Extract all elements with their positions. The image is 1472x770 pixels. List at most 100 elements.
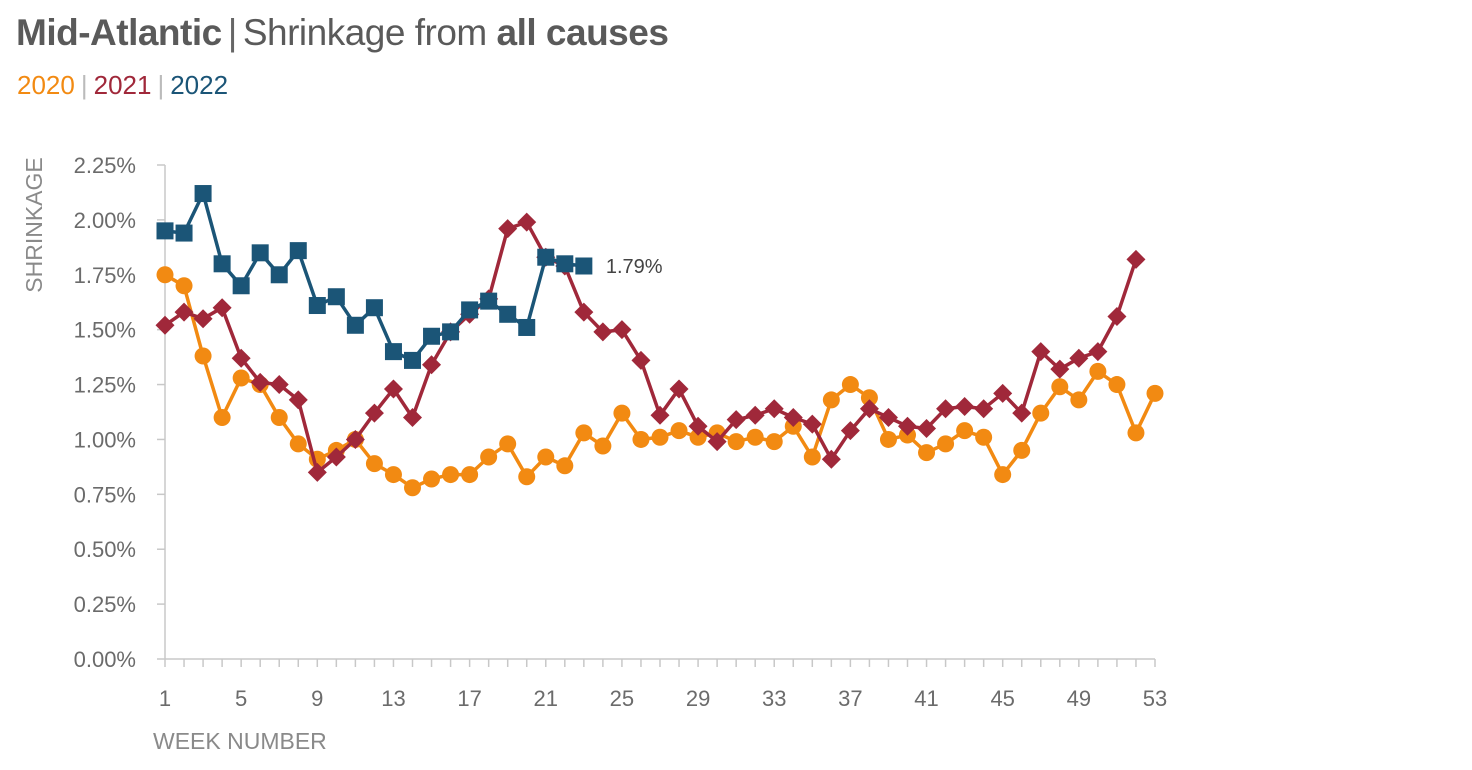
data-point	[937, 435, 955, 453]
title-region: Mid-Atlantic	[16, 12, 222, 53]
legend: 2020 | 2021 | 2022	[17, 70, 228, 101]
x-tick-label: 17	[457, 686, 481, 711]
x-tick-label: 33	[762, 686, 786, 711]
data-point	[383, 379, 403, 399]
data-point	[231, 348, 251, 368]
data-point	[651, 428, 669, 446]
data-point	[232, 277, 250, 295]
title-emphasis: all causes	[496, 12, 669, 53]
data-point	[289, 242, 307, 260]
data-point	[423, 327, 441, 345]
legend-2022: 2022	[170, 70, 229, 100]
data-point	[1051, 378, 1069, 396]
series-layer: 1.79%	[155, 185, 1164, 497]
data-point	[1032, 404, 1050, 422]
data-point	[517, 212, 537, 232]
data-point	[307, 462, 327, 482]
data-point	[593, 322, 613, 342]
data-point	[194, 185, 212, 203]
data-point	[1012, 403, 1032, 423]
data-point	[537, 248, 555, 266]
data-point	[994, 466, 1012, 484]
data-point	[632, 430, 650, 448]
data-point	[174, 302, 194, 322]
x-tick-label: 49	[1067, 686, 1091, 711]
data-point	[480, 292, 498, 310]
data-point	[345, 429, 365, 449]
data-point	[650, 405, 670, 425]
data-point	[860, 389, 878, 407]
y-tick-label: 1.75%	[74, 263, 136, 288]
data-point	[669, 379, 689, 399]
data-point	[461, 466, 479, 484]
data-point	[670, 422, 688, 440]
series-2020	[156, 266, 1164, 497]
data-point	[575, 257, 593, 275]
x-tick-label: 29	[686, 686, 710, 711]
data-point	[213, 255, 231, 273]
data-point	[175, 224, 193, 242]
x-tick-label: 21	[534, 686, 558, 711]
axes: 0.00% 0.25% 0.50% 0.75% 1.00% 1.25% 1.50% 1.75%…	[74, 153, 1168, 711]
legend-separator-1: |	[80, 70, 88, 100]
y-tick-label: 1.00%	[74, 427, 136, 452]
data-point	[404, 479, 421, 497]
legend-separator-2: |	[157, 70, 165, 100]
data-point	[480, 448, 498, 466]
data-point	[821, 449, 841, 469]
data-point	[1089, 362, 1107, 380]
data-point	[689, 428, 707, 446]
y-axis-label: SHRINKAGE	[21, 157, 47, 292]
data-point	[556, 457, 574, 475]
data-point	[404, 351, 421, 369]
data-point	[308, 297, 326, 315]
data-point	[727, 433, 745, 451]
data-point	[840, 421, 860, 441]
data-point	[175, 277, 193, 295]
x-tick-label: 13	[381, 686, 405, 711]
data-point	[783, 407, 803, 427]
data-point	[403, 407, 422, 427]
data-point	[384, 343, 402, 361]
x-tick-label: 53	[1143, 686, 1167, 711]
data-point	[822, 391, 840, 409]
data-point	[269, 375, 289, 395]
data-point	[993, 383, 1013, 403]
y-tick-label: 0.00%	[74, 647, 136, 672]
data-point	[518, 318, 536, 336]
x-tick-label: 37	[838, 686, 862, 711]
data-point	[974, 399, 994, 419]
data-point	[726, 410, 746, 430]
data-point	[1070, 391, 1088, 409]
data-point	[270, 408, 288, 426]
data-point	[442, 323, 460, 341]
data-point	[193, 309, 213, 329]
y-tick-label: 0.50%	[74, 537, 136, 562]
data-point	[422, 355, 442, 375]
data-point	[574, 302, 594, 322]
data-point	[250, 372, 270, 392]
data-point	[1050, 359, 1070, 379]
legend-2020: 2020	[17, 70, 75, 100]
data-point	[1031, 342, 1051, 362]
series-2022: 1.79%	[156, 185, 663, 369]
data-point	[288, 390, 308, 410]
title-separator: |	[227, 12, 238, 53]
data-point	[270, 266, 288, 284]
data-point	[631, 350, 651, 370]
data-point	[346, 316, 364, 334]
data-point	[1127, 424, 1145, 442]
chart-title: Mid-Atlantic | Shrinkage from all causes	[16, 12, 669, 54]
data-point	[442, 466, 460, 484]
data-point	[975, 428, 993, 446]
data-point	[556, 255, 574, 273]
legend-2021: 2021	[93, 70, 152, 100]
x-tick-label: 25	[610, 686, 634, 711]
data-point	[746, 428, 764, 446]
data-point	[898, 416, 917, 436]
data-point	[613, 404, 631, 422]
data-point	[1013, 441, 1031, 459]
data-point	[156, 222, 174, 240]
y-tick-label: 0.75%	[74, 482, 136, 507]
data-point	[765, 433, 783, 451]
